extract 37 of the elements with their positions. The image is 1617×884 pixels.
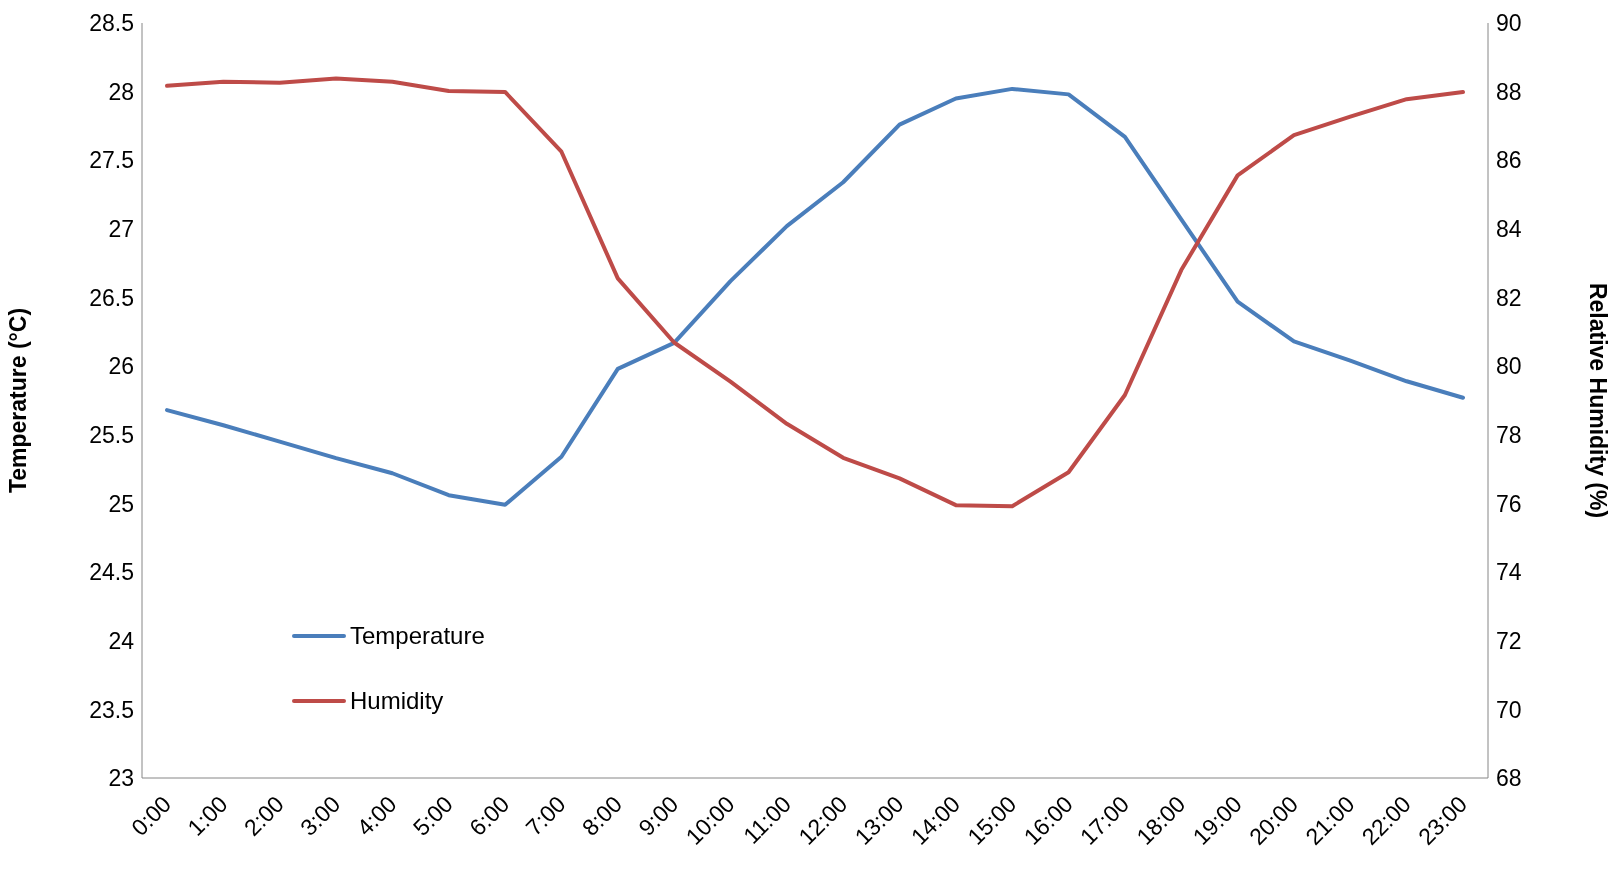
y2-tick-label: 84 (1496, 216, 1522, 243)
x-tick-label: 7:00 (520, 790, 571, 841)
y-axis-title: Temperature (°C) (5, 307, 32, 494)
y-tick-label: 27.5 (89, 147, 134, 174)
y2-tick-label: 88 (1496, 78, 1522, 105)
x-tick-label: 1:00 (182, 790, 233, 841)
y-tick-label: 25 (108, 490, 134, 517)
x-tick-label: 0:00 (126, 790, 177, 841)
x-tick-label: 8:00 (576, 790, 627, 841)
y-tick-label: 26 (108, 353, 134, 380)
x-tick-label: 5:00 (407, 790, 458, 841)
x-tick-label: 9:00 (633, 790, 684, 841)
x-tick-label: 6:00 (464, 790, 515, 841)
y2-tick-label: 82 (1496, 284, 1522, 311)
y2-tick-label: 80 (1496, 353, 1522, 380)
y-tick-label: 23 (108, 765, 134, 792)
y-tick-label: 25.5 (89, 421, 134, 448)
y-tick-label: 24.5 (89, 559, 134, 586)
y-tick-label: 24 (108, 627, 135, 654)
y-tick-label: 28 (108, 78, 134, 105)
y2-tick-label: 90 (1496, 10, 1522, 37)
y2-tick-label: 76 (1496, 490, 1522, 517)
x-tick-label: 3:00 (295, 790, 346, 841)
y-tick-label: 23.5 (89, 696, 134, 723)
legend-label: Temperature (350, 621, 485, 650)
y2-axis-title: Relative Humidity (%) (1584, 282, 1611, 519)
y-tick-label: 27 (108, 216, 134, 243)
y2-tick-label: 74 (1496, 559, 1522, 586)
y2-tick-label: 86 (1496, 147, 1522, 174)
y2-tick-label: 72 (1496, 627, 1522, 654)
y2-tick-label: 68 (1496, 765, 1522, 792)
y2-tick-label: 70 (1496, 696, 1522, 723)
legend-label: Humidity (350, 686, 444, 715)
y2-tick-label: 78 (1496, 421, 1522, 448)
y-tick-label: 28.5 (89, 10, 134, 37)
x-tick-label: 4:00 (351, 790, 402, 841)
y-tick-label: 26.5 (89, 284, 134, 311)
